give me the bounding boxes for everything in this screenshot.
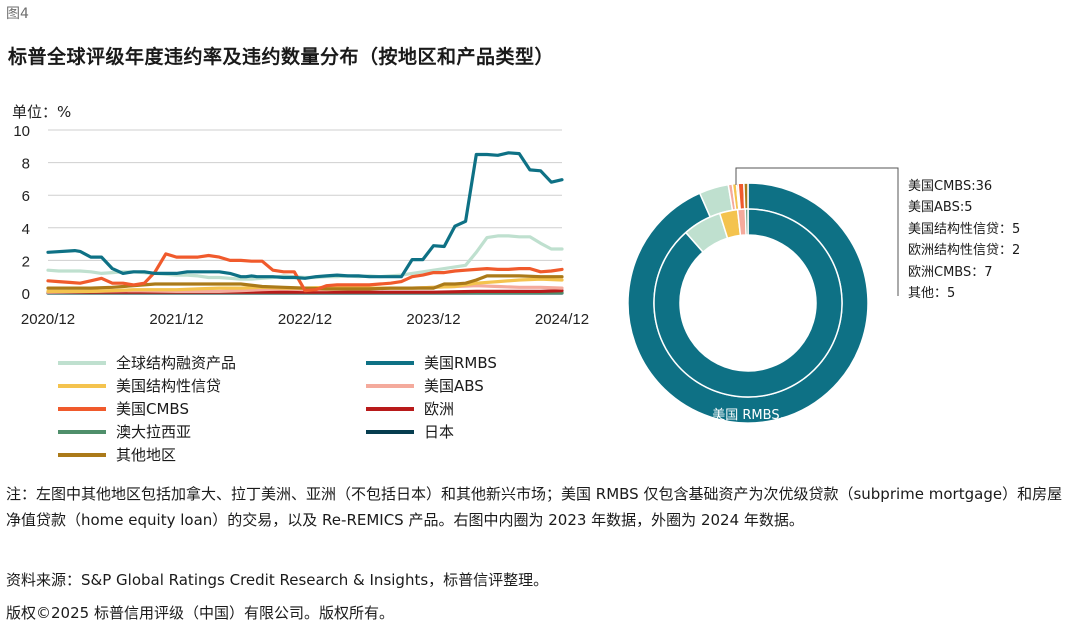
y-tick-label: 4 bbox=[22, 221, 30, 238]
x-tick-label: 2024/12 bbox=[535, 311, 589, 328]
donut-inner-label: 美国 RMBS, bbox=[712, 408, 783, 423]
legend-item: 美国ABS bbox=[366, 375, 484, 396]
line-series-group bbox=[46, 151, 564, 295]
legend-swatch bbox=[366, 406, 414, 411]
donut-chart: 美国 RMBS, 851 bbox=[627, 167, 899, 442]
legend-item: 欧洲 bbox=[366, 398, 454, 419]
figure-label: 图4 bbox=[6, 6, 29, 22]
donut-callout-label: 美国结构性信贷：5 bbox=[908, 221, 1021, 237]
donut-slice bbox=[653, 208, 843, 398]
axes: 10 8 6 4 2 0 2020/12 2021/12 2022/12 2023/12 2024/… bbox=[13, 123, 589, 328]
source-note: 资料来源：S&P Global Ratings Credit Research … bbox=[6, 571, 549, 589]
copyright-note: 版权©2025 标普信用评级（中国）有限公司。版权所有。 bbox=[6, 604, 394, 622]
y-tick-label: 8 bbox=[22, 156, 30, 173]
donut-callout-label: 欧洲结构性信贷：2 bbox=[908, 243, 1021, 259]
legend-label: 美国ABS bbox=[424, 377, 484, 395]
donut-callout-label: 美国ABS:5 bbox=[908, 200, 973, 216]
series-line bbox=[46, 151, 564, 280]
series-line bbox=[46, 274, 564, 291]
legend-swatch bbox=[58, 429, 106, 434]
y-tick-label: 10 bbox=[13, 123, 30, 140]
legend-swatch bbox=[58, 452, 106, 457]
legend-item: 美国结构性信贷 bbox=[58, 375, 221, 396]
x-tick-label: 2022/12 bbox=[278, 311, 332, 328]
legend-item: 其他地区 bbox=[58, 444, 176, 465]
y-tick-label: 6 bbox=[22, 188, 30, 205]
donut-callout-label: 美国CMBS:36 bbox=[908, 179, 993, 194]
legend-swatch bbox=[58, 360, 106, 365]
callout-leader-line bbox=[735, 167, 899, 296]
legend-label: 美国RMBS bbox=[424, 354, 497, 372]
x-tick-label: 2021/12 bbox=[149, 311, 203, 328]
legend-swatch bbox=[366, 429, 414, 434]
legend-item: 澳大拉西亚 bbox=[58, 421, 191, 442]
legend-label: 美国CMBS bbox=[116, 400, 189, 418]
legend-label: 美国结构性信贷 bbox=[116, 377, 222, 395]
legend-swatch bbox=[366, 383, 414, 388]
donut-callout-label: 其他：5 bbox=[908, 286, 956, 301]
x-tick-label: 2020/12 bbox=[21, 311, 75, 328]
legend-label: 澳大拉西亚 bbox=[116, 423, 192, 441]
legend-item: 美国CMBS bbox=[58, 398, 189, 419]
series-line bbox=[46, 252, 564, 293]
y-tick-label: 0 bbox=[22, 286, 30, 303]
chart-title: 标普全球评级年度违约率及违约数量分布（按地区和产品类型） bbox=[8, 46, 555, 68]
legend-item: 全球结构融资产品 bbox=[58, 352, 236, 373]
donut-inner-value: 851 bbox=[740, 427, 765, 442]
legend-label: 全球结构融资产品 bbox=[116, 354, 237, 372]
legend-label: 日本 bbox=[424, 423, 455, 441]
legend-label: 欧洲 bbox=[424, 400, 455, 418]
legend-swatch bbox=[58, 406, 106, 411]
legend-label: 其他地区 bbox=[116, 446, 177, 464]
x-tick-label: 2023/12 bbox=[406, 311, 460, 328]
donut-slice bbox=[743, 182, 749, 210]
legend-item: 日本 bbox=[366, 421, 454, 442]
legend-swatch bbox=[58, 383, 106, 388]
donut-slice bbox=[744, 208, 749, 236]
footnote: 注：左图中其他地区包括加拿大、拉丁美洲、亚洲（不包括日本）和其他新兴市场；美国 … bbox=[6, 485, 1063, 529]
y-tick-label: 2 bbox=[22, 253, 30, 270]
legend-item: 美国RMBS bbox=[366, 352, 497, 373]
donut-callout-label: 欧洲CMBS：7 bbox=[908, 264, 993, 280]
unit-label: 单位：% bbox=[12, 103, 72, 121]
legend-swatch bbox=[366, 360, 414, 365]
